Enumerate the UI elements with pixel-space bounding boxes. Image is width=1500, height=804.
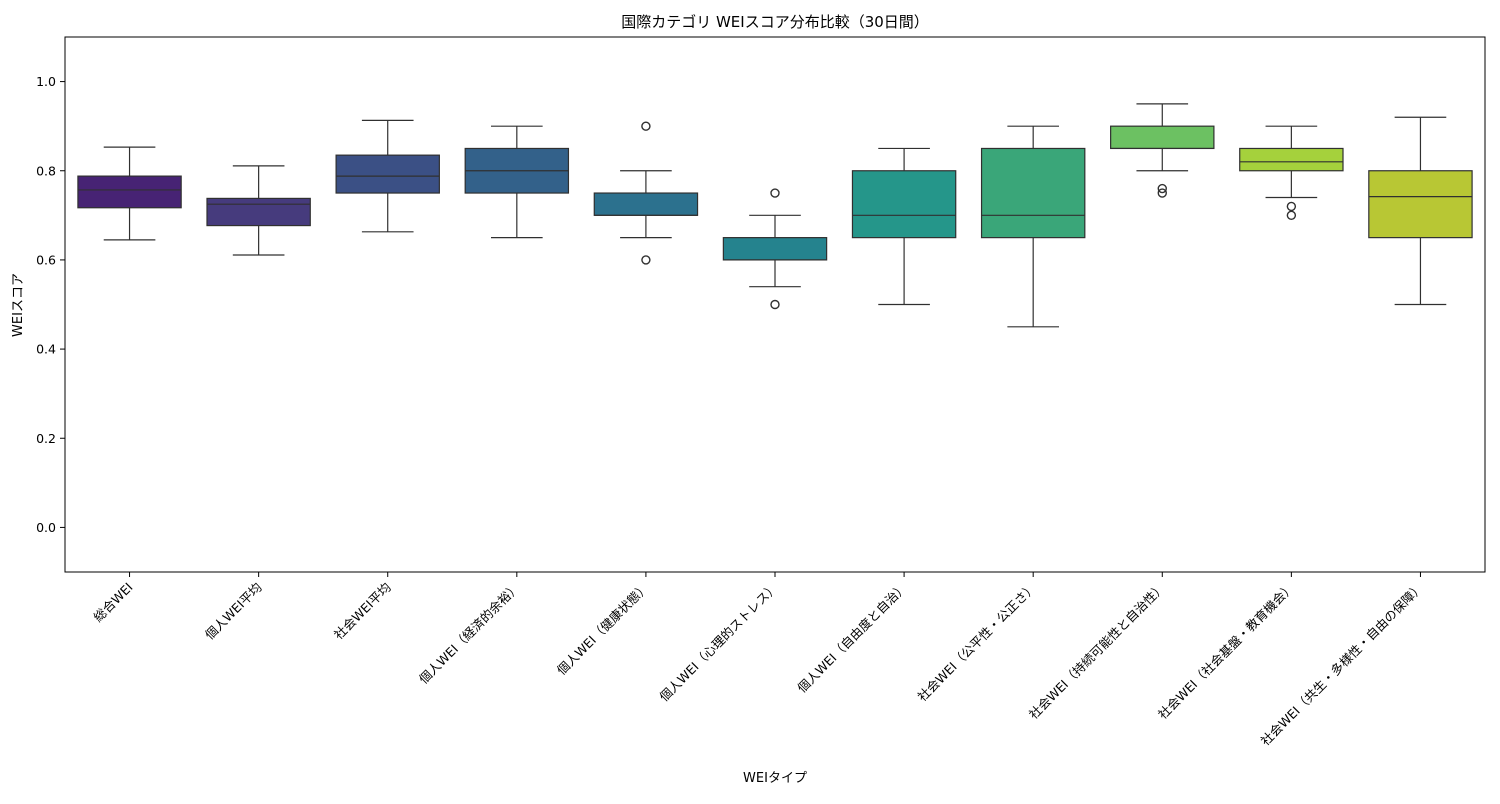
- x-tick-label: 個人WEI（経済的余裕）: [416, 580, 523, 687]
- box-9: [1110, 103, 1215, 198]
- iqr-box: [1368, 170, 1473, 239]
- box-2: [206, 165, 311, 256]
- iqr-box: [335, 154, 440, 194]
- y-tick-label: 1.0: [36, 74, 56, 89]
- x-axis-label: WEIタイプ: [743, 771, 807, 786]
- chart-title: 国際カテゴリ WEIスコア分布比較（30日間）: [621, 13, 929, 31]
- plot-area-frame: [64, 36, 1486, 573]
- box-11: [1368, 116, 1473, 306]
- x-tick-label: 個人WEI平均: [202, 580, 265, 643]
- x-tick-label: 総合WEI: [90, 580, 135, 625]
- iqr-box: [77, 175, 182, 209]
- outlier-point: [1286, 210, 1297, 221]
- outlier-point: [641, 121, 651, 131]
- iqr-box: [206, 197, 311, 227]
- iqr-box: [593, 192, 699, 216]
- iqr-box: [980, 147, 1086, 239]
- box-4: [464, 125, 570, 239]
- outlier-point: [1157, 183, 1167, 194]
- x-axis: 総合WEI 個人WEI平均 社会WEI平均 個人WEI（経済的余裕） 個人WEI（健康状…: [90, 572, 1427, 749]
- outlier-point: [770, 188, 780, 198]
- y-axis: 0.0 0.2 0.4 0.6 0.8 1.0: [36, 74, 65, 535]
- box-7: [851, 147, 957, 306]
- box-3: [335, 119, 440, 233]
- y-tick-label: 0.2: [36, 431, 56, 446]
- outlier-point: [1286, 201, 1297, 212]
- box-series: [77, 103, 1473, 328]
- iqr-box: [1239, 147, 1344, 172]
- x-tick-label: 社会WEI（公平性・公正さ）: [915, 580, 1040, 705]
- y-tick-label: 0.6: [36, 252, 56, 267]
- outlier-point: [770, 299, 780, 310]
- x-tick-label: 社会WEI（社会基盤・教育機会）: [1155, 580, 1297, 722]
- y-axis-label: WEIスコア: [11, 273, 26, 337]
- y-tick-label: 0.0: [36, 520, 56, 535]
- x-tick-label: 個人WEI（健康状態）: [554, 580, 652, 678]
- box-6: [722, 188, 828, 310]
- x-tick-label: 個人WEI（心理的ストレス）: [656, 580, 781, 705]
- iqr-box: [851, 170, 957, 239]
- iqr-box: [1110, 125, 1215, 150]
- x-tick-label: 社会WEI（共生・多様性・自由の保障）: [1258, 580, 1427, 749]
- box-5: [593, 121, 699, 265]
- box-10: [1239, 125, 1344, 221]
- outlier-point: [1157, 188, 1167, 198]
- x-tick-label: 個人WEI（自由度と自治）: [794, 580, 910, 696]
- x-tick-label: 社会WEI（持続可能性と自治性）: [1026, 580, 1168, 722]
- iqr-box: [722, 237, 828, 261]
- x-tick-label: 社会WEI平均: [331, 580, 394, 643]
- box-1: [77, 146, 182, 241]
- y-tick-label: 0.8: [36, 163, 56, 178]
- y-tick-label: 0.4: [36, 342, 56, 357]
- box-8: [980, 125, 1086, 328]
- outlier-point: [641, 255, 651, 265]
